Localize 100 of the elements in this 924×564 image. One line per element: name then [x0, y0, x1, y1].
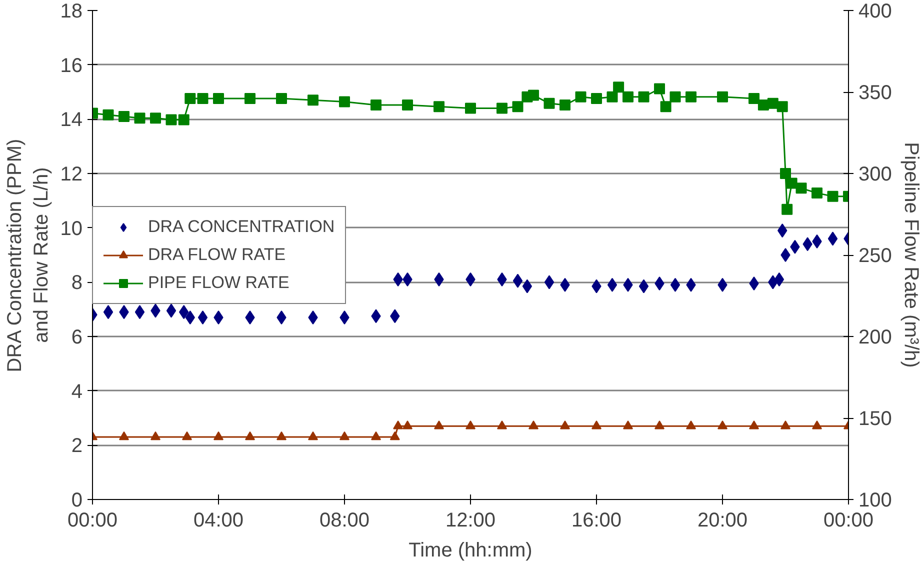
legend-label: DRA CONCENTRATION: [148, 216, 335, 236]
point: [198, 310, 208, 324]
point: [623, 420, 633, 430]
x-axis-title: Time (hh:mm): [408, 540, 532, 562]
point: [466, 420, 476, 430]
point: [782, 204, 793, 215]
point: [197, 93, 208, 104]
point: [308, 94, 318, 106]
point: [660, 101, 672, 112]
point: [496, 102, 508, 114]
y-tick-label: 18: [60, 0, 83, 22]
y-tick-label: 4: [71, 380, 82, 403]
point: [774, 272, 784, 286]
x-tick-label: 16:00: [571, 510, 622, 532]
y2-tick-label: 400: [858, 0, 892, 22]
y-axis-title: DRA Concentration (PPM) and Flow Rate (L/h): [4, 138, 52, 372]
point: [575, 91, 586, 102]
point: [780, 168, 791, 179]
point: [780, 248, 790, 262]
point: [308, 431, 318, 440]
y-tick-label: 2: [71, 435, 82, 458]
point: [102, 109, 114, 120]
point: [670, 91, 681, 102]
point: [717, 91, 728, 102]
point: [638, 91, 650, 102]
point: [118, 110, 130, 122]
point: [544, 275, 554, 290]
y-tick-label: 10: [60, 218, 83, 240]
point: [638, 279, 649, 294]
y2-tick-label: 350: [858, 82, 892, 104]
point: [178, 114, 190, 126]
point: [276, 93, 287, 104]
point: [512, 274, 523, 288]
point: [370, 100, 382, 111]
point: [393, 420, 404, 430]
y-tick-label: 0: [71, 490, 82, 512]
y2-tick-label: 150: [858, 408, 892, 430]
point: [434, 420, 444, 430]
point: [606, 91, 618, 102]
point: [150, 112, 161, 124]
point: [402, 420, 412, 430]
x-tick-label: 20:00: [697, 510, 748, 532]
point: [654, 420, 664, 430]
point: [767, 98, 778, 109]
point: [390, 431, 400, 440]
point: [182, 431, 192, 440]
point: [654, 83, 665, 94]
point: [528, 90, 539, 101]
y-tick-label: 12: [60, 164, 83, 186]
point: [166, 304, 176, 318]
point: [786, 178, 798, 189]
point: [591, 93, 602, 104]
point: [686, 420, 696, 430]
point: [166, 114, 177, 126]
y-tick-label: 6: [71, 326, 82, 348]
point: [134, 305, 145, 320]
point: [150, 431, 160, 440]
point: [465, 102, 476, 114]
point: [213, 93, 224, 104]
point: [607, 278, 618, 292]
x-tick-label: 04:00: [193, 510, 244, 532]
point: [544, 98, 555, 109]
point: [512, 101, 524, 112]
point: [560, 100, 570, 111]
point: [528, 420, 538, 430]
x-tick-label: 00:00: [67, 510, 118, 532]
point: [560, 420, 570, 430]
point: [812, 188, 822, 199]
point: [812, 420, 822, 430]
legend-label: DRA FLOW RATE: [148, 244, 286, 264]
point: [402, 100, 413, 111]
point: [780, 420, 790, 430]
point: [748, 93, 760, 104]
point: [622, 91, 634, 102]
y2-tick-label: 100: [858, 490, 892, 512]
point: [184, 93, 196, 104]
x-tick-label: 12:00: [445, 510, 496, 532]
point: [245, 431, 255, 440]
y2-tick-label: 250: [858, 245, 892, 267]
x-tick-label: 08:00: [319, 510, 370, 532]
x-tick-label: 00:00: [823, 510, 874, 532]
point: [214, 431, 224, 440]
point: [103, 305, 114, 320]
point: [670, 278, 680, 292]
point: [371, 431, 381, 440]
point: [827, 190, 838, 202]
point: [686, 91, 696, 102]
point: [497, 420, 507, 430]
point: [340, 431, 350, 440]
point: [522, 279, 532, 294]
y2-tick-label: 300: [858, 164, 892, 186]
point: [592, 420, 602, 430]
y2-tick-label: 200: [858, 326, 892, 348]
point: [134, 112, 146, 124]
point: [244, 93, 256, 104]
point: [434, 101, 444, 112]
point: [749, 420, 759, 430]
y-tick-label: 8: [71, 272, 82, 294]
y-tick-label: 14: [60, 109, 83, 132]
y2-axis-title: Pipeline Flow Rate (m³/h): [900, 142, 922, 368]
